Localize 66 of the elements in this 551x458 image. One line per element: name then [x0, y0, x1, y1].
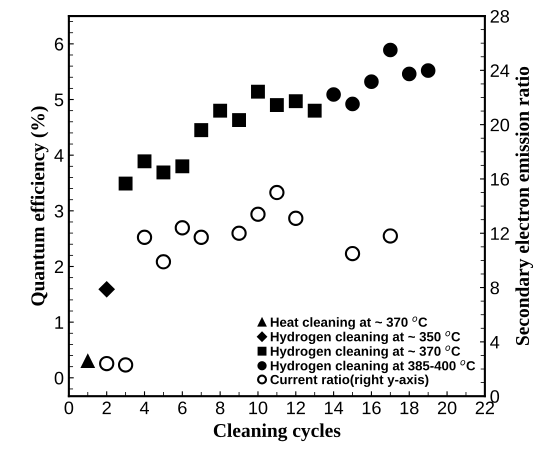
legend-label: Hydrogen cleaning at ~ 370 $^{o}$C	[270, 346, 460, 359]
point	[382, 228, 398, 244]
y-axis-title: Quantum efficiency (%)	[30, 106, 48, 306]
point	[364, 74, 379, 89]
x-tick-label: 0	[64, 402, 74, 414]
point	[231, 226, 247, 241]
point	[174, 220, 190, 236]
y2-tick-label: 20	[490, 118, 510, 132]
point	[288, 94, 303, 108]
x-tick-label: 10	[249, 402, 268, 414]
x-tick-label: 8	[216, 402, 224, 414]
point	[118, 357, 134, 373]
point	[326, 87, 341, 102]
legend-label: Current ratio(right y-axis)	[270, 374, 428, 387]
y-tick-label: 2	[54, 260, 64, 274]
x-tick-label: 16	[362, 402, 381, 414]
x-tick-label: 18	[400, 402, 418, 414]
x-tick-label: 4	[140, 402, 150, 414]
point	[270, 98, 284, 112]
point	[383, 42, 398, 58]
point	[175, 159, 190, 174]
x-tick-label: 2	[102, 402, 111, 414]
point	[156, 165, 170, 180]
x-tick-label: 22	[476, 402, 494, 414]
point	[251, 84, 265, 99]
point	[250, 206, 266, 222]
point	[136, 230, 152, 245]
point	[308, 104, 322, 118]
y2-tick-label: 12	[491, 227, 509, 240]
point	[98, 281, 115, 298]
point	[80, 354, 95, 368]
x-tick-label: 6	[178, 402, 187, 414]
y2-tick-label: 24	[490, 64, 510, 77]
point	[99, 356, 114, 372]
x-tick-label: 12	[287, 402, 305, 414]
y2-axis-title: Secondary electron emission ratio	[515, 66, 534, 346]
y-tick-label: 4	[54, 149, 64, 162]
y-tick-label: 6	[54, 38, 64, 51]
x-axis-title: Cleaning cycles	[214, 423, 340, 442]
point	[420, 63, 436, 78]
point	[402, 66, 417, 82]
point	[288, 210, 304, 226]
point	[232, 113, 246, 128]
y2-tick-label: 8	[490, 281, 499, 294]
y-tick-label: 1	[55, 316, 64, 329]
point	[213, 104, 228, 118]
point	[194, 123, 208, 138]
point	[138, 154, 152, 168]
y2-tick-label: 4	[490, 336, 500, 348]
y-tick-label: 5	[54, 94, 64, 106]
y2-tick-label: 16	[491, 172, 510, 186]
point	[194, 230, 209, 245]
legend-label: Hydrogen cleaning at ~ 350 $^{o}$C	[270, 331, 460, 344]
x-tick-label: 14	[324, 402, 344, 414]
point	[269, 184, 285, 200]
y2-tick-label: 0	[490, 390, 500, 403]
y2-tick-label: 28	[490, 10, 510, 23]
y-tick-label: 3	[54, 204, 64, 218]
point	[344, 246, 360, 262]
point	[156, 254, 172, 270]
legend-label: Heat cleaning at ~ 370 $^{o}$C	[270, 316, 428, 330]
point	[345, 96, 360, 112]
x-tick-label: 20	[438, 402, 456, 414]
y-tick-label: 0	[54, 372, 64, 385]
point	[118, 176, 133, 191]
legend-label: Hydrogen cleaning at 385-400 $^{o}$C	[270, 360, 476, 374]
